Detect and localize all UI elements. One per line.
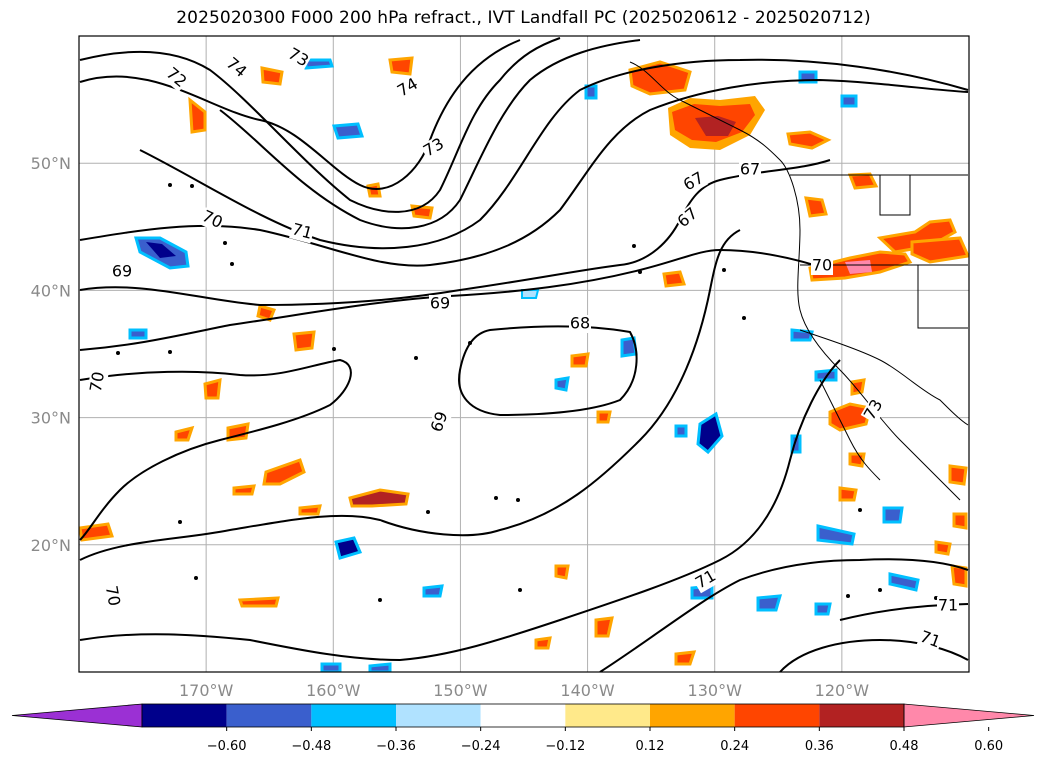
- contour-label: 71: [938, 596, 958, 615]
- colorbar-tick-label: 0.60: [974, 739, 1003, 754]
- colorbar-tick-label: −0.24: [461, 739, 501, 754]
- contour-label-background: [811, 257, 833, 275]
- contour-label: 70: [86, 370, 108, 393]
- map-frame: [79, 36, 969, 672]
- lon-tick-label: 160°W: [306, 681, 361, 700]
- contour-label-background: [429, 295, 451, 313]
- contour-label: 67: [740, 160, 760, 179]
- contour-label-background: [101, 583, 123, 609]
- colorbar-extend-high: [903, 703, 1035, 728]
- colorbar-tick-label: 0.12: [636, 739, 665, 754]
- lon-tick-label: 130°W: [688, 681, 743, 700]
- contour-label: 69: [112, 262, 132, 281]
- contour-label-background: [111, 263, 133, 281]
- contour-label-background: [679, 168, 709, 196]
- colorbar-tick-label: −0.48: [291, 739, 331, 754]
- contour-label: 69: [430, 294, 450, 313]
- colorbar-segment: [226, 704, 312, 727]
- contour-label: 71: [290, 219, 315, 243]
- contour-label-background: [569, 315, 591, 333]
- lat-tick-label: 40°N: [31, 281, 71, 300]
- colorbar-segment: [819, 704, 904, 727]
- colorbar-tick-label: 0.36: [805, 739, 834, 754]
- colorbar-segment: [142, 704, 227, 727]
- colorbar-extend-low: [11, 703, 143, 728]
- lat-tick-label: 50°N: [31, 154, 71, 173]
- contour-label: 70: [102, 584, 124, 607]
- colorbar-tick-label: −0.60: [207, 739, 247, 754]
- colorbar-tick-label: −0.12: [545, 739, 585, 754]
- contour-label-background: [87, 369, 109, 395]
- colorbar-segment: [396, 704, 481, 727]
- latitude-tick-labels: 50°N 40°N 30°N 20°N: [31, 154, 71, 555]
- map-border: [78, 35, 970, 673]
- colorbar-segment: [565, 704, 650, 727]
- contour-label-background: [283, 44, 313, 72]
- contour-label-background: [393, 74, 423, 102]
- contour-label-background: [427, 408, 453, 436]
- scattered-marks: [116, 183, 938, 602]
- contour-label-background: [289, 220, 315, 244]
- lat-tick-label: 20°N: [31, 536, 71, 555]
- contour-label: 68: [570, 314, 590, 333]
- contour-label-background: [198, 207, 226, 233]
- colorbar-segment: [734, 704, 820, 727]
- contour-label-background: [221, 54, 251, 82]
- colorbar-border: [141, 703, 905, 728]
- lon-tick-label: 120°W: [815, 681, 870, 700]
- map-title: 2025020300 F000 200 hPa refract., IVT La…: [176, 8, 871, 28]
- colorbar-segment: [650, 704, 735, 727]
- contour-label: 70: [812, 256, 832, 275]
- lon-tick-label: 170°W: [179, 681, 234, 700]
- colorbar-tick-label: 0.24: [720, 739, 749, 754]
- colorbar: −0.60 −0.48 −0.36 −0.24 −0.12 0.12 0.24 0.36 0.4…: [11, 703, 1035, 754]
- contour-label-background: [673, 204, 703, 232]
- lon-tick-label: 150°W: [433, 681, 488, 700]
- contour-label-background: [739, 161, 761, 179]
- contour-label-background: [937, 597, 959, 615]
- colorbar-segment: [480, 704, 566, 727]
- colorbar-tick-label: −0.36: [376, 739, 416, 754]
- contour-label-background: [419, 134, 449, 162]
- lat-tick-label: 30°N: [31, 409, 71, 428]
- colorbar-segment: [311, 704, 396, 727]
- lon-tick-label: 140°W: [560, 681, 615, 700]
- contour-label-background: [691, 566, 721, 594]
- longitude-tick-labels: 170°W 160°W 150°W 140°W 130°W 120°W: [179, 681, 869, 700]
- colorbar-tick-label: 0.48: [890, 739, 919, 754]
- contour-label-background: [161, 64, 191, 92]
- contour-label-background: [860, 395, 888, 425]
- contour-label-background: [916, 627, 944, 653]
